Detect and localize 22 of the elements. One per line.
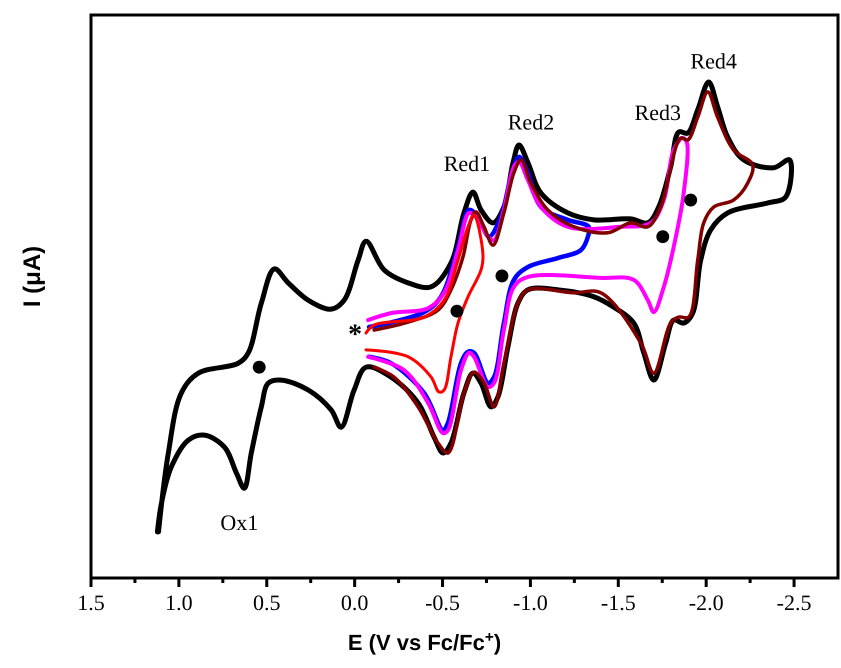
x-tick-label: -2.0: [688, 590, 724, 615]
x-tick-label: 0.5: [253, 590, 281, 615]
annotation: Ox1: [220, 510, 258, 535]
x-tick-label: 0.0: [340, 590, 368, 615]
x-tick-label: -1.5: [600, 590, 636, 615]
x-tick-label: 1.0: [165, 590, 193, 615]
annotation: Red2: [508, 110, 554, 135]
y-axis-title: I (μA): [19, 246, 46, 308]
annotation: Red3: [634, 100, 681, 125]
x-tick-label: -1.0: [513, 590, 548, 615]
x-tick-label: 1.5: [77, 590, 105, 615]
point: [450, 304, 464, 318]
x-tick-label: -2.5: [776, 590, 812, 615]
point: [252, 360, 266, 374]
annotation: Red1: [444, 150, 490, 176]
point: [656, 230, 670, 244]
x-tick-label: -0.5: [425, 590, 460, 615]
point: [684, 194, 698, 206]
annotation: *: [348, 318, 362, 350]
annotation: Red4: [690, 48, 737, 74]
point: [496, 269, 508, 282]
x-axis-title: E (V vs Fc/Fc$^{+}$): [348, 628, 502, 655]
